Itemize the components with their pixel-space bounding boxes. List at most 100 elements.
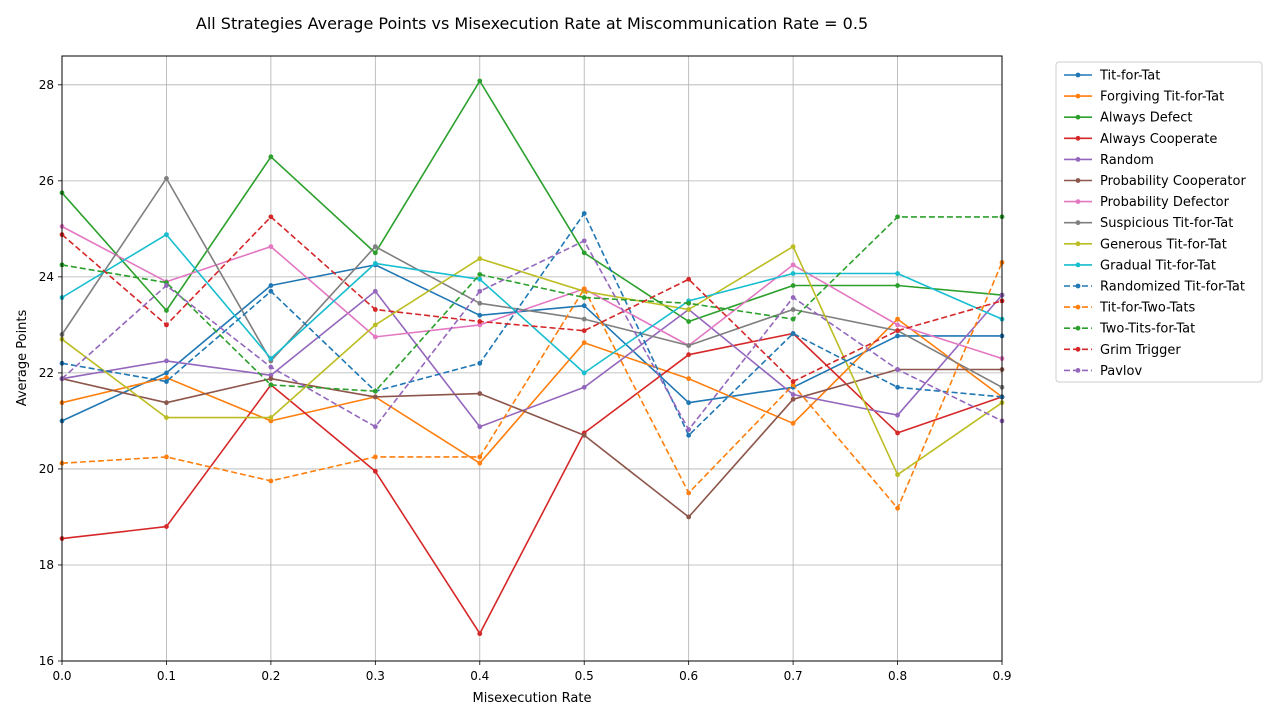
data-point <box>686 319 692 324</box>
data-point <box>686 376 692 382</box>
data-point <box>581 340 587 346</box>
legend-marker <box>1075 93 1081 99</box>
legend-label: Suspicious Tit-for-Tat <box>1100 216 1233 231</box>
legend-marker <box>1075 241 1081 247</box>
legend-marker <box>1075 346 1081 352</box>
data-point <box>686 276 692 282</box>
series-randomized-tit-for-tat <box>59 211 1005 438</box>
data-point <box>686 514 692 520</box>
data-point <box>790 307 796 312</box>
data-point <box>895 412 900 418</box>
legend-marker <box>1075 304 1081 310</box>
data-point <box>790 295 796 300</box>
data-point <box>268 244 274 250</box>
data-point <box>895 430 900 436</box>
data-point <box>268 288 274 294</box>
data-point <box>477 460 483 466</box>
plot-frame <box>61 55 1003 662</box>
data-point <box>790 420 796 426</box>
data-point <box>895 271 900 276</box>
x-tick-label: 0.8 <box>888 669 907 683</box>
data-point <box>790 396 796 402</box>
data-point <box>581 295 587 300</box>
data-point <box>477 288 483 294</box>
data-point <box>477 276 483 282</box>
data-point <box>790 331 796 336</box>
series-line <box>61 240 1003 431</box>
data-point <box>372 454 378 460</box>
series-line <box>61 80 1003 323</box>
legend: Tit-for-Tat Forgiving Tit-for-Tat Always D… <box>1055 61 1263 383</box>
series-pavlov <box>59 238 1005 432</box>
data-point <box>164 308 169 313</box>
legend-marker <box>1075 114 1081 120</box>
data-point <box>164 370 169 376</box>
data-point <box>895 316 900 322</box>
data-point <box>477 78 483 84</box>
data-point <box>164 232 169 238</box>
data-point <box>477 360 483 366</box>
data-point <box>164 358 169 364</box>
data-point <box>372 250 378 256</box>
data-point <box>686 427 692 432</box>
data-point <box>268 372 274 378</box>
series-line <box>61 368 1002 518</box>
data-point <box>686 490 692 496</box>
data-point <box>268 382 274 388</box>
data-point <box>372 334 378 340</box>
data-point <box>372 322 378 328</box>
data-point <box>164 176 169 181</box>
data-point <box>686 307 692 312</box>
data-point <box>581 328 587 334</box>
legend-item: Suspicious Tit-for-Tat <box>1064 216 1233 231</box>
y-axis: 16 18 20 22 24 26 28 <box>39 78 62 668</box>
series-line <box>61 177 1003 389</box>
legend-label: Grim Trigger <box>1100 343 1181 358</box>
legend-item: Pavlov <box>1064 364 1142 379</box>
series-line <box>61 290 1003 428</box>
data-point <box>895 283 900 288</box>
legend-label: Two-Tits-for-Tat <box>1099 322 1195 337</box>
legend-label: Generous Tit-for-Tat <box>1100 237 1227 252</box>
series-line <box>61 225 1003 360</box>
data-point <box>268 415 274 420</box>
data-point <box>790 379 796 384</box>
legend-label: Probability Cooperator <box>1100 174 1246 189</box>
data-point <box>790 283 796 288</box>
legend-marker <box>1075 157 1081 162</box>
data-point <box>268 376 274 382</box>
y-axis-label: Average Points <box>15 309 30 406</box>
data-point <box>895 384 900 390</box>
series-line <box>61 212 1003 437</box>
data-point <box>790 262 796 268</box>
legend-marker <box>1075 135 1081 141</box>
x-tick-label: 0.5 <box>575 669 594 683</box>
y-tick-label: 22 <box>39 366 54 380</box>
series-line <box>61 216 1002 393</box>
legend-label: Tit-for-Tat <box>1099 69 1160 84</box>
series-layer <box>59 78 1005 637</box>
data-point <box>268 478 274 484</box>
data-point <box>477 424 483 430</box>
x-tick-label: 0.1 <box>157 669 176 683</box>
legend-marker <box>1075 325 1081 331</box>
legend-item: Random <box>1064 153 1154 168</box>
data-point <box>372 394 378 400</box>
legend-marker <box>1075 220 1081 226</box>
data-point <box>372 244 378 250</box>
data-point <box>895 214 900 220</box>
data-point <box>164 524 169 529</box>
legend-item: Forgiving Tit-for-Tat <box>1064 90 1224 105</box>
data-point <box>895 472 900 478</box>
legend-item: Probability Cooperator <box>1064 174 1246 189</box>
data-point <box>477 256 483 262</box>
data-point <box>477 391 483 396</box>
data-point <box>372 424 378 430</box>
legend-item: Two-Tits-for-Tat <box>1064 322 1195 337</box>
data-point <box>372 388 378 394</box>
data-point <box>477 631 483 637</box>
data-point <box>268 283 274 288</box>
data-point <box>581 316 587 322</box>
data-point <box>268 364 274 370</box>
